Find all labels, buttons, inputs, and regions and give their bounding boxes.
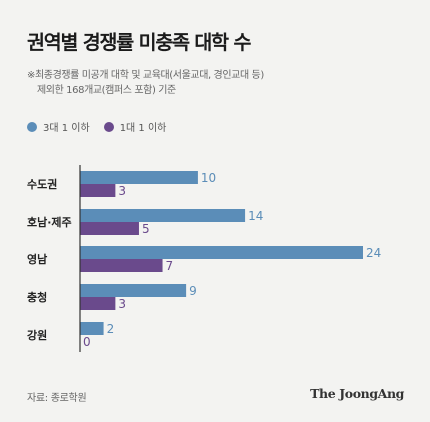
category-label: 충청 — [27, 290, 47, 304]
legend-swatch-series-1 — [27, 121, 37, 132]
legend-label-series-1: 3대 1 이하 — [43, 123, 90, 134]
legend-item-series-2: 1대 1 이하 — [103, 119, 167, 134]
chart-legend: 3대 1 이하 1대 1 이하 — [27, 119, 180, 134]
data-label: 2 — [107, 322, 115, 336]
source-note: 자료: 종로학원 — [27, 393, 87, 404]
legend-label-series-2: 1대 1 이하 — [119, 123, 167, 134]
bar — [80, 171, 198, 184]
data-label: 10 — [201, 171, 216, 185]
category-label: 호남·제주 — [27, 215, 72, 229]
data-label: 7 — [166, 259, 174, 273]
data-label: 9 — [189, 284, 197, 298]
brand-logo: The JoongAng — [310, 386, 404, 401]
chart-note: ※최종경쟁률 미공개 대학 및 교육대(서울교대, 경인교대 등) 제외한 16… — [27, 68, 264, 98]
bar — [80, 246, 363, 259]
data-label: 3 — [118, 297, 126, 311]
note-line-2: 제외한 168개교(캠퍼스 포함) 기준 — [37, 85, 176, 96]
bar — [80, 209, 246, 222]
bar — [80, 284, 187, 297]
data-label: 24 — [366, 246, 381, 260]
bar — [80, 222, 139, 235]
category-label: 수도권 — [27, 178, 57, 191]
category-label: 영남 — [27, 253, 47, 266]
bar — [80, 322, 104, 335]
bar — [80, 184, 116, 197]
data-label: 0 — [83, 335, 91, 349]
bar — [80, 259, 163, 272]
legend-item-series-1: 3대 1 이하 — [27, 119, 90, 134]
data-label: 5 — [142, 222, 150, 236]
data-label: 14 — [248, 209, 263, 223]
note-line-1: ※최종경쟁률 미공개 대학 및 교육대(서울교대, 경인교대 등) — [27, 70, 264, 81]
legend-swatch-series-2 — [103, 121, 114, 132]
chart-title: 권역별 경쟁률 미충족 대학 수 — [27, 31, 251, 54]
data-label: 3 — [118, 184, 126, 198]
bar — [80, 297, 116, 310]
category-label: 강원 — [27, 328, 47, 342]
